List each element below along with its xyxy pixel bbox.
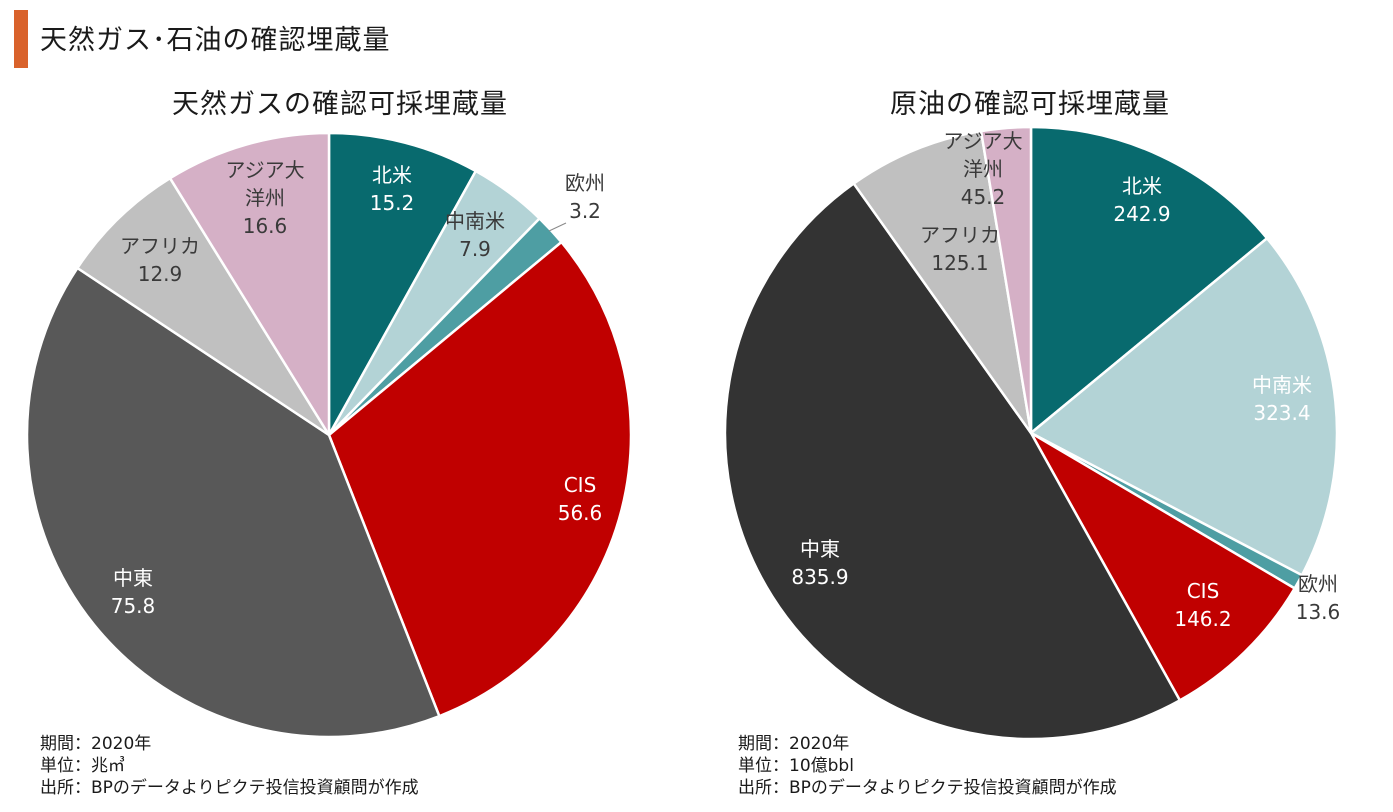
oil-value-asia-pacific: 45.2: [961, 185, 1006, 209]
oil-value-latin-america: 323.4: [1253, 401, 1310, 425]
page-title: 天然ガス･石油の確認埋蔵量: [40, 25, 391, 56]
gas-value-middle-east: 75.8: [111, 594, 156, 618]
gas-label-cis: CIS 56.6: [558, 473, 603, 525]
gas-value-asia-pacific: 16.6: [243, 214, 288, 238]
oil-slice-cis: [1029, 431, 1296, 702]
oil-pie-chart: 北米 242.9 中南米 323.4 欧州 13.6 CIS 146.2 中東 835.9 アフリカ…: [723, 125, 1341, 741]
oil-note-source: 出所：BPのデータよりピクテ投信投資顧問が作成: [738, 778, 1117, 798]
gas-value-africa: 12.9: [138, 262, 183, 286]
gas-note-source: 出所：BPのデータよりピクテ投信投資顧問が作成: [40, 778, 419, 798]
oil-label-north-america: 北米 242.9: [1113, 174, 1170, 226]
oil-label-europe: 欧州 13.6: [1296, 572, 1341, 624]
gas-slice-north-america: [327, 131, 478, 437]
gas-value-latin-america: 7.9: [459, 237, 491, 261]
gas-pie-chart: 北米 15.2 中南米 7.9 欧州 3.2 CIS 56.6 中東 75.8 アフリカ 12.9 アジ…: [25, 131, 633, 739]
oil-chart-notes: 期間：2020年 単位：10億bbl 出所：BPのデータよりピクテ投信投資顧問が…: [738, 733, 1117, 799]
oil-value-europe: 13.6: [1296, 600, 1341, 624]
oil-label-africa: アフリカ 125.1: [920, 223, 1000, 275]
oil-slice-middle-east: [723, 182, 1182, 741]
gas-label-asia-pacific: アジア大洋州 16.6: [225, 158, 304, 238]
gas-note-unit: 単位：兆㎥: [40, 756, 125, 776]
gas-slice-asia-pacific: [168, 131, 331, 437]
oil-value-cis: 146.2: [1174, 607, 1231, 631]
gas-value-north-america: 15.2: [370, 191, 415, 215]
oil-value-north-america: 242.9: [1113, 202, 1170, 226]
oil-note-period: 期間：2020年: [738, 734, 850, 754]
gas-chart-title: 天然ガスの確認可採埋蔵量: [172, 89, 508, 120]
oil-chart-title: 原油の確認可採埋蔵量: [890, 89, 1170, 120]
gas-label-europe: 欧州 3.2: [565, 171, 605, 223]
gas-value-europe: 3.2: [569, 199, 601, 223]
oil-label-latin-america: 中南米 323.4: [1252, 373, 1312, 425]
title-accent-bar: [14, 10, 28, 68]
oil-label-asia-pacific: アジア大洋州 45.2: [943, 129, 1022, 209]
gas-value-cis: 56.6: [558, 501, 603, 525]
oil-slice-africa: [852, 129, 1033, 435]
oil-slice-asia-pacific: [979, 125, 1033, 435]
gas-label-middle-east: 中東 75.8: [111, 566, 156, 618]
gas-leader-europe: [548, 222, 567, 232]
oil-note-unit: 単位：10億bbl: [738, 756, 854, 776]
oil-slice-north-america: [1029, 125, 1269, 435]
gas-slice-middle-east: [25, 266, 441, 739]
gas-chart-notes: 期間：2020年 単位：兆㎥ 出所：BPのデータよりピクテ投信投資顧問が作成: [40, 733, 419, 799]
oil-value-africa: 125.1: [931, 251, 988, 275]
gas-label-north-america: 北米 15.2: [370, 163, 415, 215]
oil-slice-latin-america: [1029, 237, 1339, 577]
gas-label-africa: アフリカ 12.9: [120, 234, 200, 286]
oil-label-middle-east: 中東 835.9: [791, 537, 848, 589]
oil-value-middle-east: 835.9: [791, 565, 848, 589]
gas-label-latin-america: 中南米 7.9: [445, 209, 505, 261]
gas-slice-cis: [327, 240, 633, 718]
gas-note-period: 期間：2020年: [40, 734, 152, 754]
oil-label-cis: CIS 146.2: [1174, 579, 1231, 631]
gas-slice-africa: [76, 176, 331, 437]
